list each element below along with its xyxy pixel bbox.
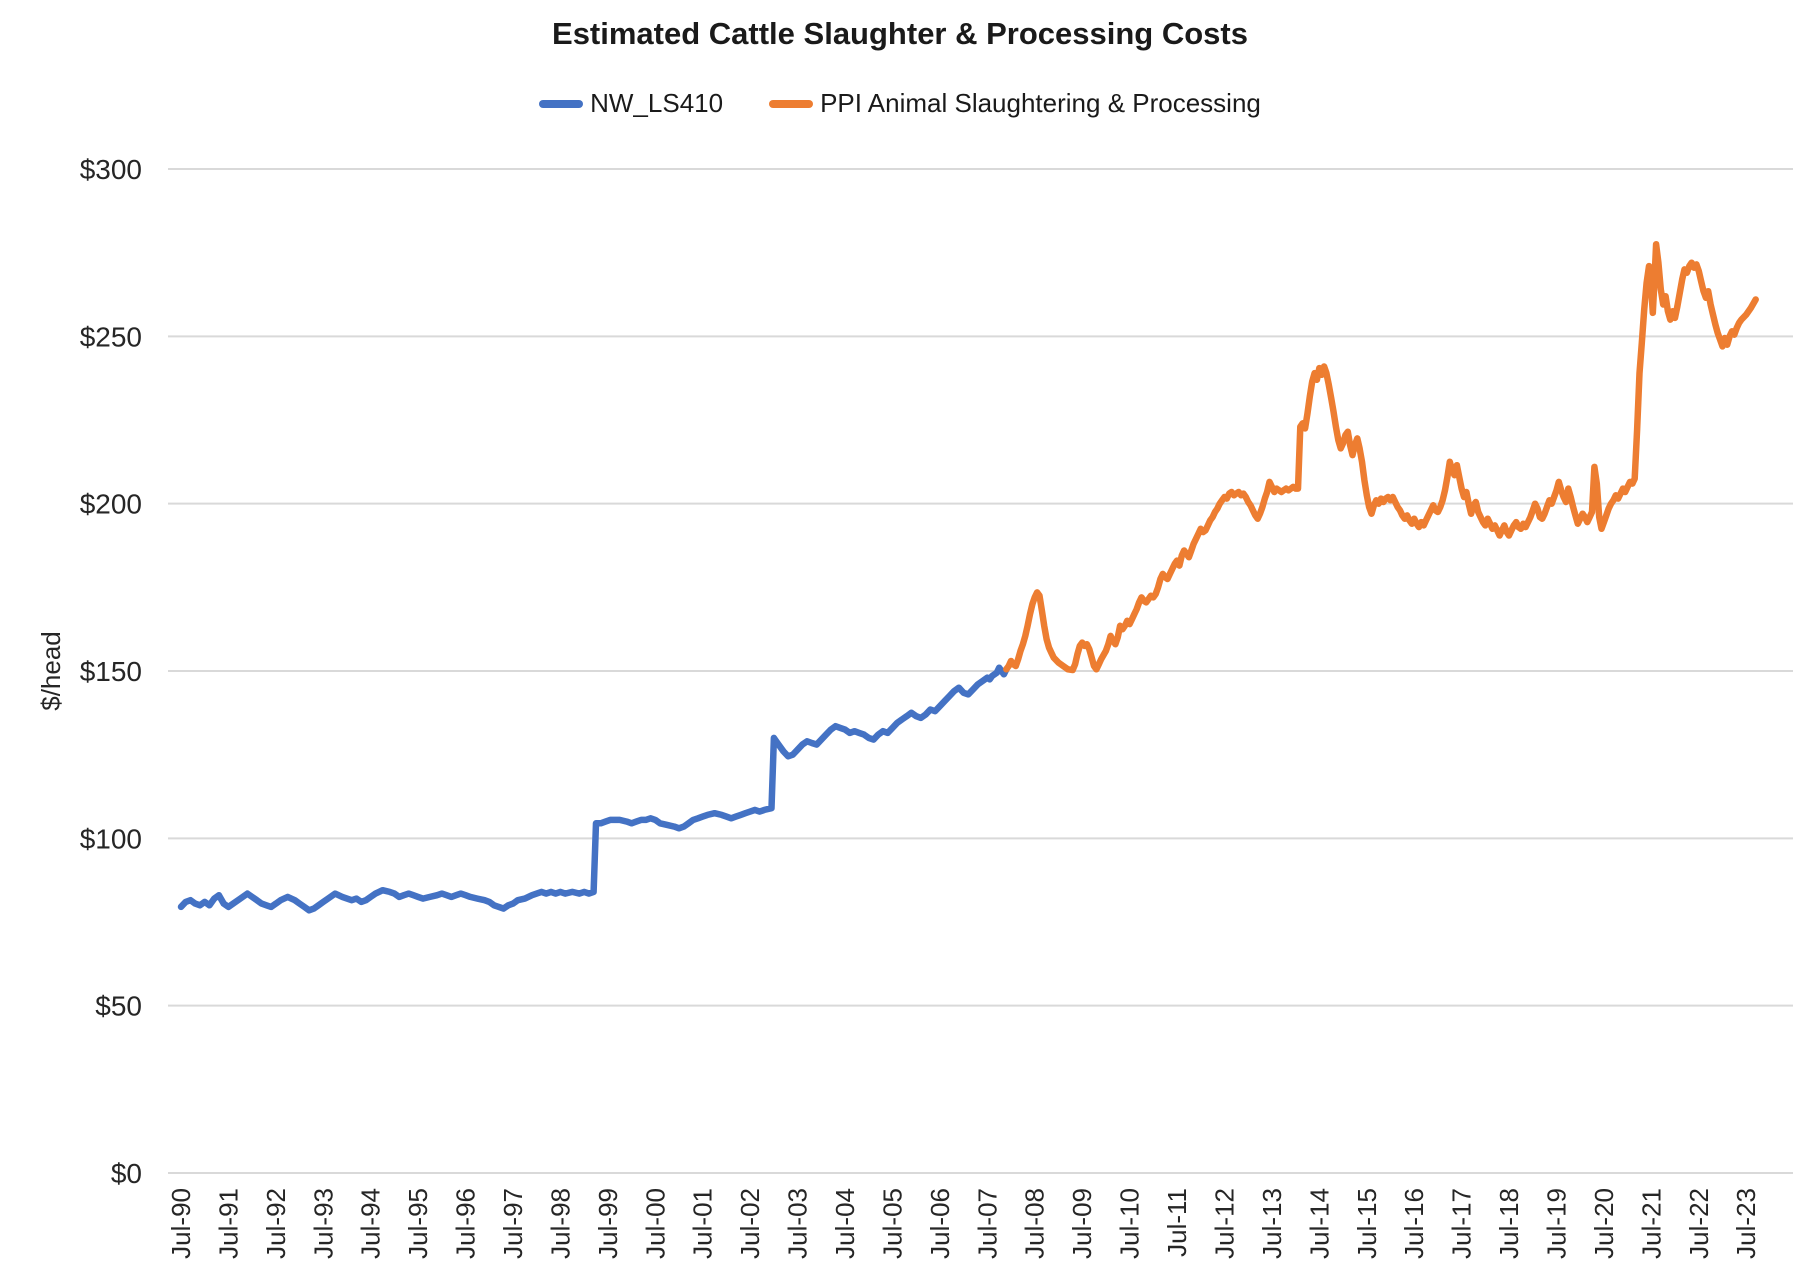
legend-label-ppi: PPI Animal Slaughtering & Processing	[820, 88, 1261, 118]
y-tick-label: $0	[111, 1158, 142, 1189]
x-tick-label: Jul-94	[356, 1188, 386, 1259]
legend-item-ppi: PPI Animal Slaughtering & Processing	[769, 88, 1261, 119]
x-tick-label: Jul-91	[213, 1188, 243, 1259]
x-tick-label: Jul-03	[783, 1188, 813, 1259]
y-axis-title: $/head	[36, 631, 66, 711]
x-tick-label: Jul-18	[1494, 1188, 1524, 1259]
x-tick-label: Jul-15	[1352, 1188, 1382, 1259]
x-tick-label: Jul-01	[688, 1188, 718, 1259]
x-tick-label: Jul-20	[1589, 1188, 1619, 1259]
x-tick-label: Jul-09	[1067, 1188, 1097, 1259]
x-tick-label: Jul-14	[1304, 1188, 1334, 1259]
legend-label-nw-ls410: NW_LS410	[590, 88, 724, 118]
x-tick-label: Jul-17	[1447, 1188, 1477, 1259]
x-tick-label: Jul-00	[640, 1188, 670, 1259]
x-tick-label: Jul-05	[877, 1188, 907, 1259]
x-tick-label: Jul-92	[261, 1188, 291, 1259]
x-tick-label: Jul-08	[1020, 1188, 1050, 1259]
x-axis-tick-labels: Jul-90 Jul-91 Jul-92 Jul-93 Jul-94 Jul-95 Jul-…	[166, 1188, 1761, 1259]
x-tick-label: Jul-12	[1209, 1188, 1239, 1259]
x-tick-label: Jul-16	[1399, 1188, 1429, 1259]
y-tick-label: $200	[80, 489, 142, 520]
series-lines	[177, 241, 1759, 914]
x-tick-label: Jul-19	[1541, 1188, 1571, 1259]
legend-line-swatch-orange	[769, 99, 814, 108]
series-line	[1003, 241, 1759, 674]
y-tick-label: $300	[80, 154, 142, 185]
series-line	[177, 664, 1010, 914]
x-tick-label: Jul-23	[1731, 1188, 1761, 1259]
legend: NW_LS410 PPI Animal Slaughtering & Proce…	[0, 88, 1800, 119]
x-tick-label: Jul-93	[308, 1188, 338, 1259]
y-tick-label: $250	[80, 321, 142, 352]
x-tick-label: Jul-11	[1162, 1188, 1192, 1257]
x-tick-label: Jul-02	[735, 1188, 765, 1259]
y-axis-tick-labels: $0 $50 $100 $150 $200 $250 $300	[80, 154, 142, 1189]
x-tick-label: Jul-96	[451, 1188, 481, 1259]
legend-item-nw-ls410: NW_LS410	[539, 88, 723, 119]
gridlines	[168, 168, 1793, 1174]
y-tick-label: $100	[80, 823, 142, 854]
legend-line-swatch-blue	[539, 99, 584, 108]
x-tick-label: Jul-21	[1636, 1188, 1666, 1259]
x-tick-label: Jul-07	[972, 1188, 1002, 1259]
x-tick-label: Jul-90	[166, 1188, 196, 1259]
x-tick-label: Jul-95	[403, 1188, 433, 1259]
x-tick-label: Jul-04	[830, 1188, 860, 1259]
y-tick-label: $50	[95, 991, 142, 1022]
chart-title: Estimated Cattle Slaughter & Processing …	[552, 16, 1248, 51]
x-tick-label: Jul-22	[1684, 1188, 1714, 1259]
x-tick-label: Jul-06	[925, 1188, 955, 1259]
y-tick-label: $150	[80, 656, 142, 687]
x-tick-label: Jul-97	[498, 1188, 528, 1259]
x-tick-label: Jul-13	[1257, 1188, 1287, 1259]
x-tick-label: Jul-98	[545, 1188, 575, 1259]
x-tick-label: Jul-99	[593, 1188, 623, 1259]
x-tick-label: Jul-10	[1115, 1188, 1145, 1259]
